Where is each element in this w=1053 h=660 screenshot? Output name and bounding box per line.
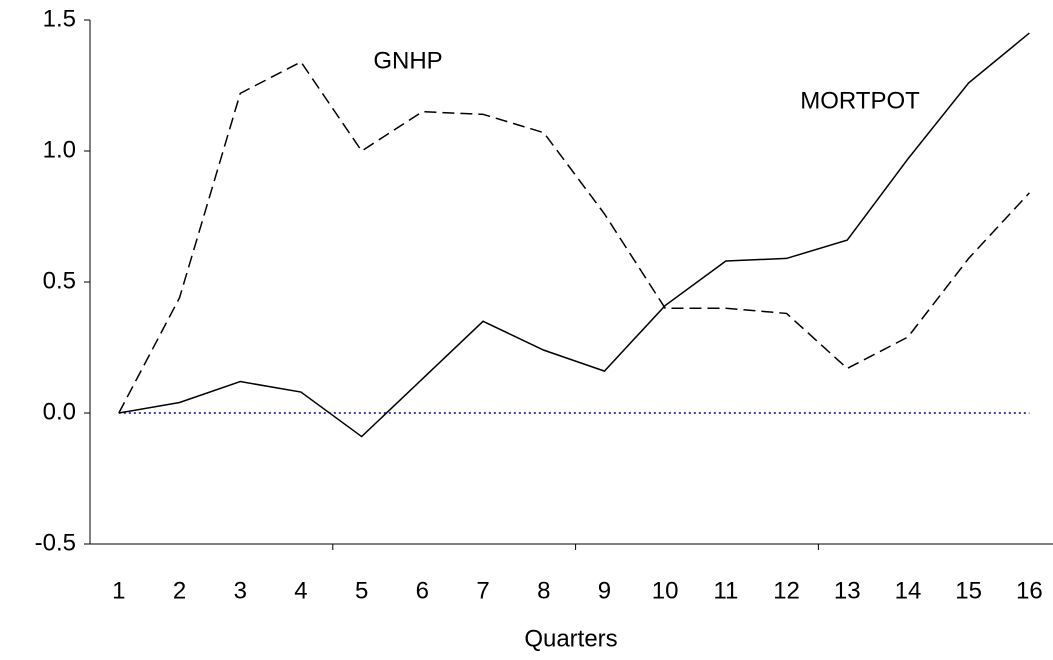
x-tick-label: 12 (773, 577, 800, 604)
series-line (118, 32, 1030, 438)
series-label: GNHP (373, 47, 442, 74)
x-tick-label: 3 (234, 577, 247, 604)
x-tick-label: 16 (1016, 577, 1043, 604)
y-tick-label: -0.5 (35, 529, 76, 556)
x-axis-label: Quarters (524, 625, 617, 652)
y-tick-label: 0.5 (43, 267, 76, 294)
x-tick-label: 14 (895, 577, 922, 604)
x-tick-label: 9 (598, 577, 611, 604)
y-tick-label: 0.0 (43, 398, 76, 425)
x-tick-label: 11 (713, 577, 738, 604)
series-line (118, 60, 1030, 414)
x-tick-label: 2 (173, 577, 186, 604)
x-tick-label: 1 (112, 577, 125, 604)
y-tick-label: 1.5 (43, 5, 76, 32)
x-tick-label: 8 (537, 577, 550, 604)
x-tick-label: 4 (294, 577, 307, 604)
x-tick-label: 13 (834, 577, 861, 604)
x-tick-label: 6 (416, 577, 429, 604)
x-tick-label: 15 (955, 577, 982, 604)
y-tick-label: 1.0 (43, 136, 76, 163)
x-tick-label: 5 (355, 577, 368, 604)
x-tick-label: 7 (476, 577, 489, 604)
series-label: MORTPOT (800, 87, 920, 114)
x-tick-label: 10 (652, 577, 679, 604)
